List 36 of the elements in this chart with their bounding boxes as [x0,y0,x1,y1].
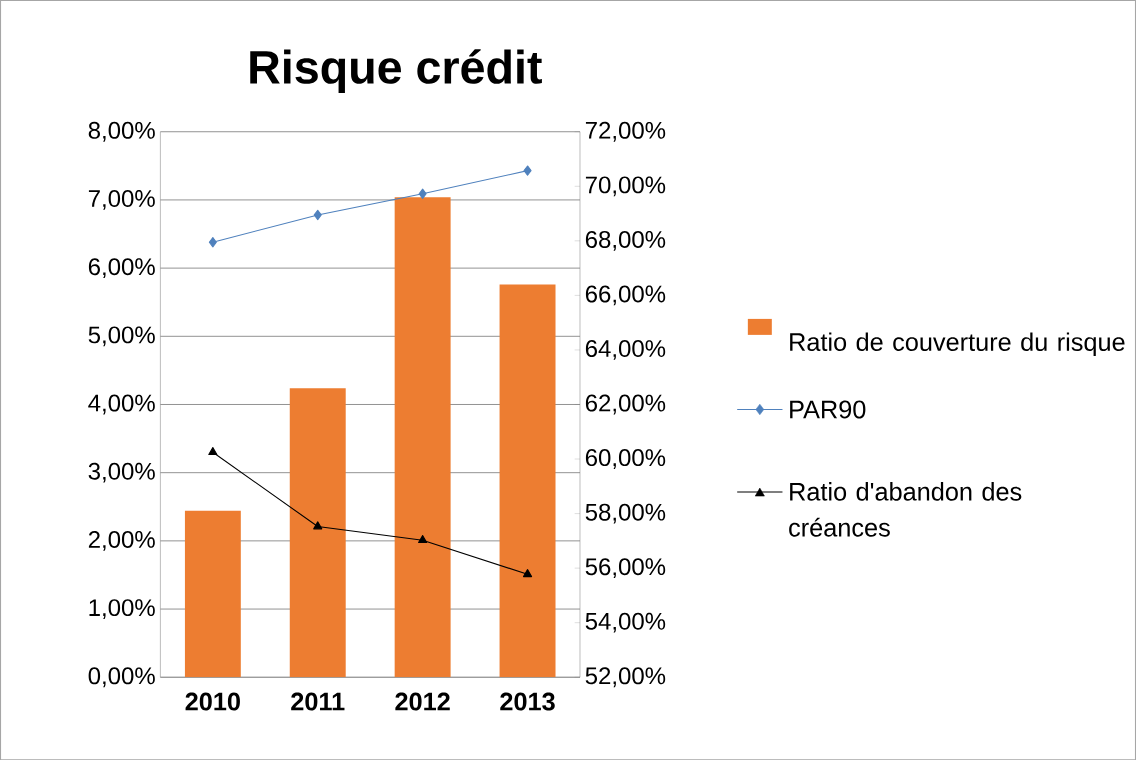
x-tick-label: 2011 [291,692,345,711]
y2-tick-label: 60,00% [585,448,666,469]
y2-tick-label: 58,00% [585,503,666,524]
point [522,568,533,577]
y-tick-label: 1,00% [89,598,155,619]
y-tick-label: 7,00% [88,189,155,210]
y2-tick-label: 68,00% [585,230,666,251]
y2-tick-label: 66,00% [585,285,666,306]
point [418,534,428,543]
y2-tick-label: 70,00% [585,176,666,197]
legend-label: Ratio de couverture du risque [790,332,1125,356]
y2-tick-label: 56,00% [585,558,666,578]
y2-tick-label: 52,00% [585,667,666,687]
chart-title: Risque crédit [250,49,542,93]
y2-tick-label: 54,00% [585,612,666,633]
y-tick-label: 4,00% [88,394,155,415]
y-tick-label: 6,00% [88,258,155,278]
y-tick-label: 0,00% [88,667,155,687]
point [208,236,217,248]
legend-label: Ratio d'abandon des créances [789,481,1022,537]
y-tick-label: 3,00% [88,462,155,483]
point [523,165,532,176]
y2-tick-label: 64,00% [585,339,666,360]
point [208,446,218,455]
point [313,209,322,220]
x-tick-label: 2012 [395,692,450,711]
y-tick-label: 8,00% [88,121,155,142]
y-tick-label: 5,00% [88,326,155,347]
y-tick-label: 2,00% [88,530,155,551]
y2-tick-label: 72,00% [585,121,666,142]
x-tick-label: 2013 [500,692,555,711]
legend-label: PAR90 [790,400,866,419]
point [313,521,323,530]
y2-tick-label: 62,00% [585,394,666,415]
point [418,188,427,199]
x-tick-label: 2010 [185,692,240,711]
